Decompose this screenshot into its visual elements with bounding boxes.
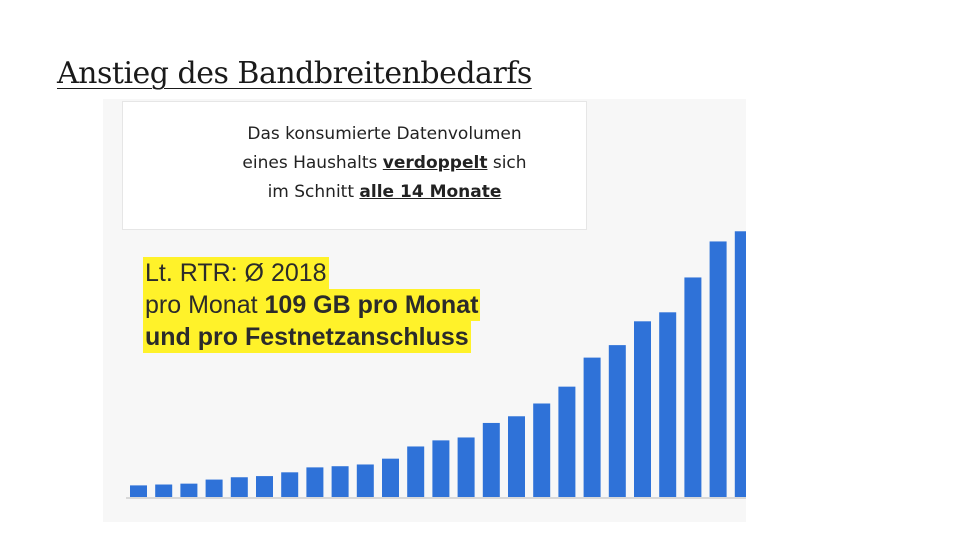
bar-20	[608, 345, 626, 497]
bar-11	[382, 458, 399, 497]
caption-emph-doubles: verdoppelt	[382, 153, 488, 173]
bar-12	[407, 446, 425, 497]
bar-chart-svg	[126, 231, 746, 499]
bar-3	[180, 483, 198, 497]
bar-19	[583, 357, 601, 497]
bar-1	[130, 485, 147, 497]
bar-13	[432, 440, 450, 497]
bar-22	[659, 312, 677, 497]
bar-9	[331, 466, 349, 497]
bar-8	[306, 467, 324, 497]
bar-16	[508, 416, 525, 497]
bar-24	[709, 241, 727, 497]
highlight-line-1: Lt. RTR: Ø 2018	[143, 257, 329, 289]
highlight-volume: 109 GB pro Monat	[264, 291, 479, 319]
bar-17	[533, 403, 551, 497]
caption-emph-interval: alle 14 Monate	[359, 182, 502, 202]
chart-baseline	[126, 497, 746, 499]
bar-14	[457, 437, 475, 497]
bar-2	[155, 484, 173, 497]
bar-6	[256, 476, 273, 497]
bar-21	[634, 321, 651, 497]
bar-15	[482, 422, 500, 497]
highlight-line-2: pro Monat 109 GB pro Monat	[143, 289, 481, 321]
caption-box: Das konsumierte Datenvolumen eines Haush…	[122, 101, 587, 230]
bar-5	[230, 477, 248, 497]
caption-line-1: Das konsumierte Datenvolumen	[247, 124, 522, 144]
slide-title: Anstieg des Bandbreitenbedarfs	[57, 56, 532, 91]
highlight-note: Lt. RTR: Ø 2018 pro Monat 109 GB pro Mon…	[143, 257, 481, 353]
caption-line-3: im Schnitt alle 14 Monate	[267, 182, 502, 202]
highlight-line-3: und pro Festnetzanschluss	[143, 321, 471, 353]
caption-line-2: eines Haushalts verdoppelt sich	[242, 153, 527, 173]
bar-4	[205, 479, 223, 497]
bar-7	[281, 472, 299, 497]
bar-10	[356, 464, 374, 497]
bar-25	[734, 231, 746, 497]
bar-23	[684, 277, 702, 497]
bar-18	[558, 386, 576, 497]
